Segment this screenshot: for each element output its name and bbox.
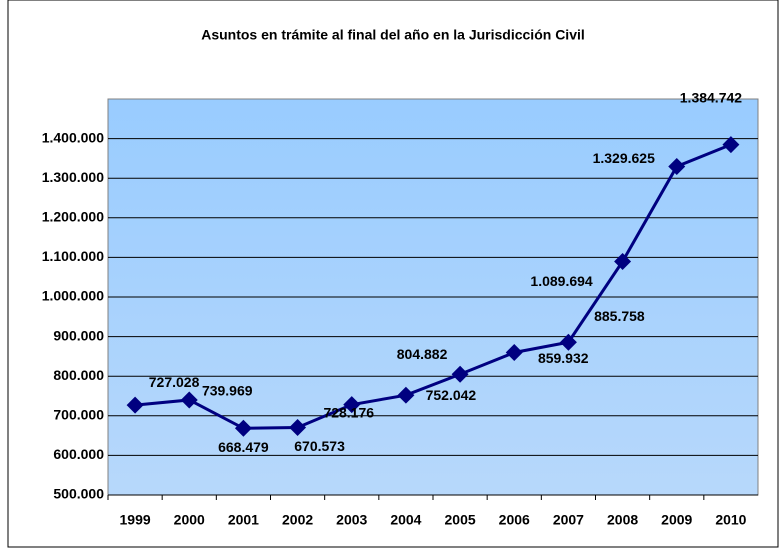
data-label: 1.089.694 [530,273,592,289]
x-tick-label: 2006 [499,512,530,528]
x-tick-label: 2008 [607,512,638,528]
y-tick-label: 1.100.000 [42,248,104,264]
x-tick-label: 2009 [661,512,692,528]
marker [614,252,632,270]
y-tick-label: 800.000 [53,367,104,383]
y-tick-label: 1.000.000 [42,288,104,304]
marker [234,419,252,437]
y-tick-label: 1.300.000 [42,169,104,185]
data-label: 728.176 [323,404,374,420]
y-tick-label: 1.200.000 [42,209,104,225]
marker [505,343,523,361]
x-tick-label: 2002 [282,512,313,528]
data-label: 739.969 [202,383,253,399]
x-tick-label: 2007 [553,512,584,528]
marker [668,157,686,175]
data-label: 668.479 [218,439,269,455]
marker [397,386,415,404]
y-tick-label: 1.400.000 [42,129,104,145]
y-tick-label: 900.000 [53,327,104,343]
marker [289,418,307,436]
data-label: 1.329.625 [593,150,655,166]
data-label: 885.758 [594,308,645,324]
line [134,143,732,430]
y-tick-label: 600.000 [53,446,104,462]
x-tick-label: 2004 [390,512,421,528]
marker [559,333,577,351]
x-tick-label: 2001 [228,512,259,528]
x-tick-label: 2003 [336,512,367,528]
marker [180,391,198,409]
data-label: 727.028 [149,374,200,390]
x-tick-label: 1999 [120,512,151,528]
marker [722,136,740,154]
x-tick-label: 2000 [174,512,205,528]
marker [343,396,361,414]
y-tick-label: 500.000 [53,486,104,502]
marker [126,396,144,414]
data-label: 752.042 [426,387,477,403]
y-tick-label: 700.000 [53,407,104,423]
data-label: 670.573 [294,438,345,454]
chart-title: Asuntos en trámite al final del año en l… [201,27,585,43]
data-label: 859.932 [538,350,589,366]
data-label: 1.384.742 [680,89,742,105]
x-tick-label: 2010 [715,512,746,528]
marker [451,365,469,383]
data-label: 804.882 [397,346,448,362]
x-tick-label: 2005 [445,512,476,528]
